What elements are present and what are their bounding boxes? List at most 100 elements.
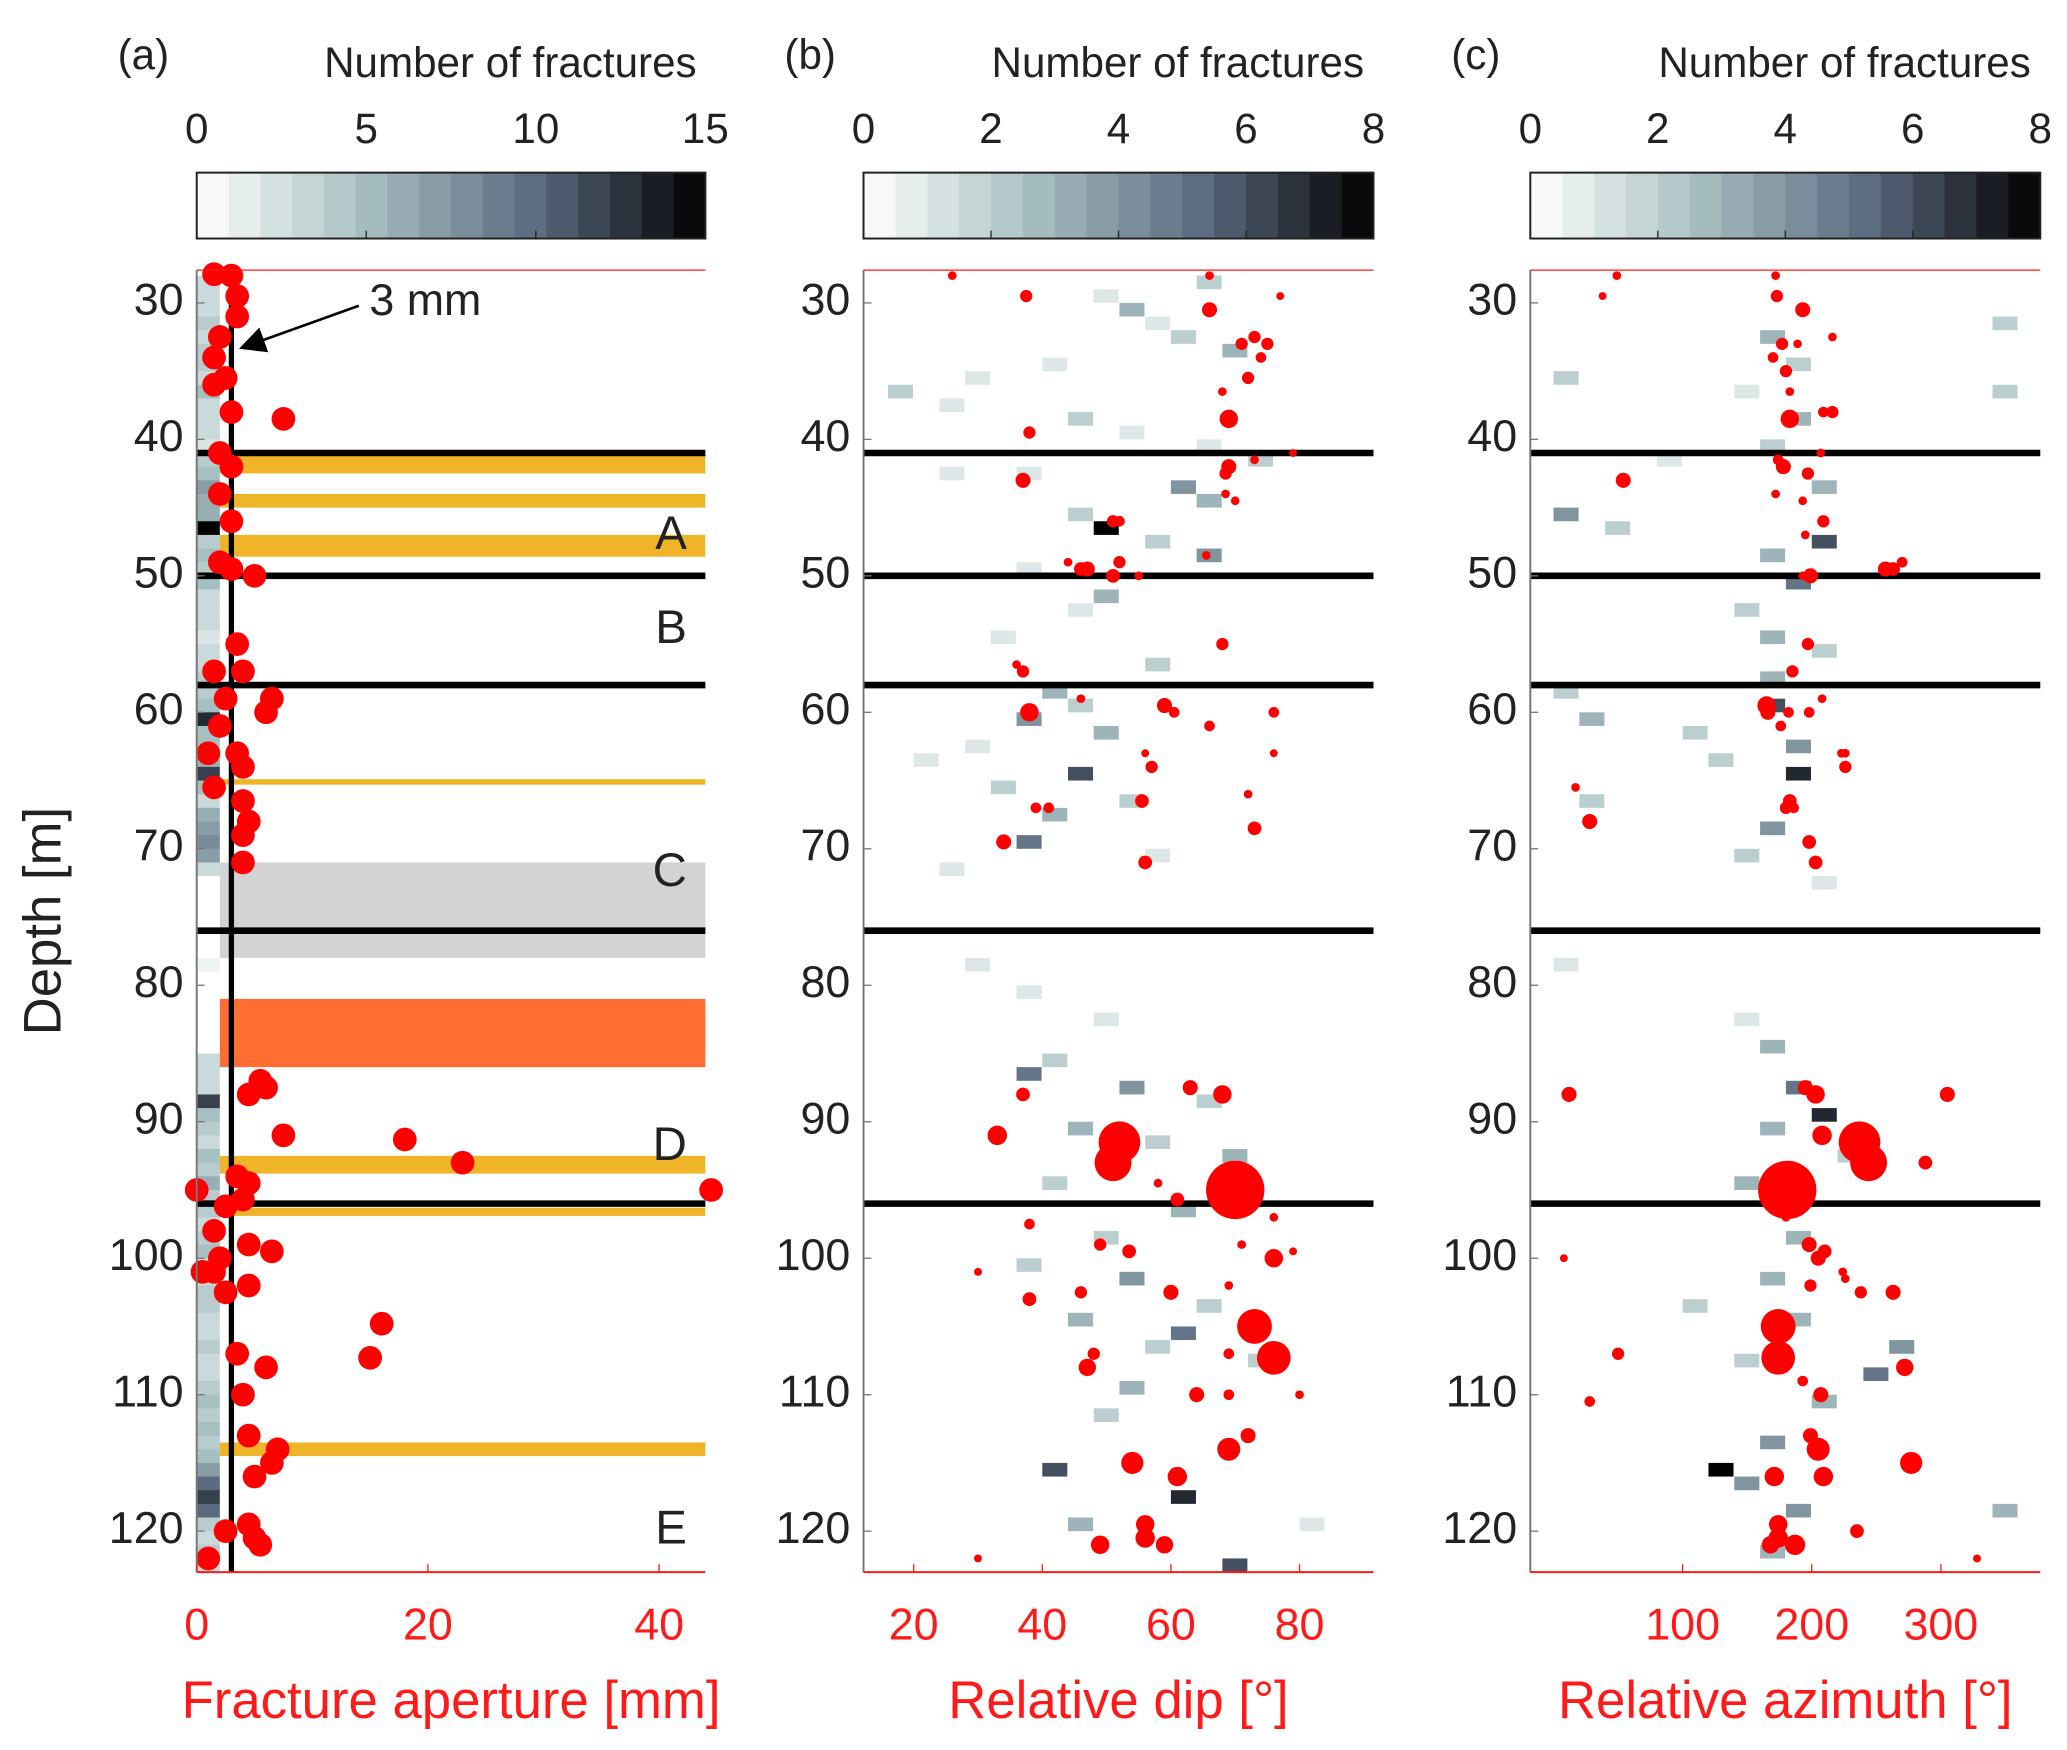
fracture-point [231,850,255,875]
fracture-point [1268,706,1280,718]
heat-cell [1068,1121,1094,1136]
heat-cell [196,835,220,850]
fracture-point [1785,387,1795,396]
colorbar-step [1944,172,1978,239]
fracture-point [213,1280,238,1305]
heat-cell [1145,1340,1171,1354]
heat-cell [1042,1176,1068,1190]
heat-cell [196,289,220,304]
fracture-point [1289,449,1298,457]
fracture-point [1612,271,1622,280]
colorbar-step [1625,172,1659,239]
fracture-point [1135,1528,1155,1548]
heat-cell [990,630,1016,645]
y-tick-label: 90 [1467,1094,1517,1144]
fracture-point [1781,1212,1791,1222]
heat-cell [1170,1326,1196,1341]
fracture-point [207,482,232,506]
heat-cell [1863,1367,1889,1382]
panel-label: (a) [118,31,170,78]
heat-cell [196,1080,220,1096]
heat-cell [196,821,220,836]
fracture-point [1802,568,1818,584]
colorbar-step [895,172,928,239]
fracture-point [1758,1160,1817,1220]
fracture-point [1016,1087,1030,1102]
heat-cell [196,998,220,1014]
fracture-point [1201,551,1211,560]
heat-cell [196,1517,220,1532]
heat-cell [965,371,991,385]
fracture-point [1218,387,1227,396]
fracture-point [1256,1340,1291,1375]
fracture-point [1775,459,1791,475]
heat-cell [196,1367,220,1382]
heat-cell [1553,957,1579,972]
heat-cell [1708,753,1734,767]
depth-band [219,1442,706,1457]
colorbar-step [1150,172,1183,239]
heat-cell [1734,603,1760,617]
fracture-point [1806,1437,1830,1461]
fracture-point [1795,302,1811,318]
x-axis-label: Relative azimuth [°] [1558,1671,2013,1730]
fracture-point [1801,637,1815,651]
y-tick-label: 50 [801,548,851,598]
colorbar-step [1689,172,1723,239]
x-tick-label: 20 [889,1599,939,1649]
fracture-point [358,1345,382,1370]
fracture-point [242,1464,267,1489]
heat-cell [196,1039,220,1055]
heat-cell [1170,1490,1196,1504]
heat-cell [1093,1012,1119,1027]
heat-cell [1734,1012,1760,1027]
y-tick-label: 110 [779,1367,850,1417]
colorbar-step [1214,172,1247,239]
colorbar-tick-label: 2 [1646,105,1669,152]
fracture-point [225,1341,250,1366]
fracture-point [1094,1144,1132,1182]
fracture-point [1761,1340,1796,1375]
fracture-point [1167,1466,1188,1487]
heat-cell [196,957,220,973]
fracture-point [1561,1086,1577,1102]
fracture-point [1767,352,1779,363]
fracture-point [1840,748,1850,758]
fracture-point [1806,1085,1825,1104]
fracture-point [1798,496,1808,506]
fracture-point [392,1127,417,1152]
zone-label: E [655,1502,687,1555]
colorbar-step [196,172,230,239]
fracture-point [202,372,226,397]
zone-label: B [655,601,687,654]
heat-cell [1760,1271,1786,1286]
colorbar-tick-label: 10 [512,105,559,152]
heat-cell [1760,1121,1786,1136]
fracture-point [1201,302,1218,318]
heat-cell [1119,425,1145,440]
depth-band [219,1207,706,1216]
fracture-point [1079,561,1095,577]
heat-cell [887,384,913,399]
heat-cell [196,889,220,905]
heat-cell [1734,1476,1760,1491]
y-tick-label: 120 [776,1503,851,1553]
colorbar-tick-label: 5 [355,105,378,152]
colorbar-step [959,172,992,239]
fracture-point [1801,467,1815,480]
heat-cell [1119,302,1145,317]
y-tick-label: 60 [134,684,184,734]
heat-cell [965,957,991,972]
fracture-point [1801,1237,1817,1253]
heat-cell [196,1503,220,1519]
heat-cell [196,1053,220,1068]
fracture-point [196,1546,221,1571]
heat-cell [196,603,220,618]
y-tick-label: 40 [1467,411,1517,461]
depth-band [219,779,706,785]
fracture-point [219,400,244,424]
heat-cell [1119,1080,1145,1095]
fracture-point [1850,1144,1888,1182]
heat-cell [196,630,220,645]
